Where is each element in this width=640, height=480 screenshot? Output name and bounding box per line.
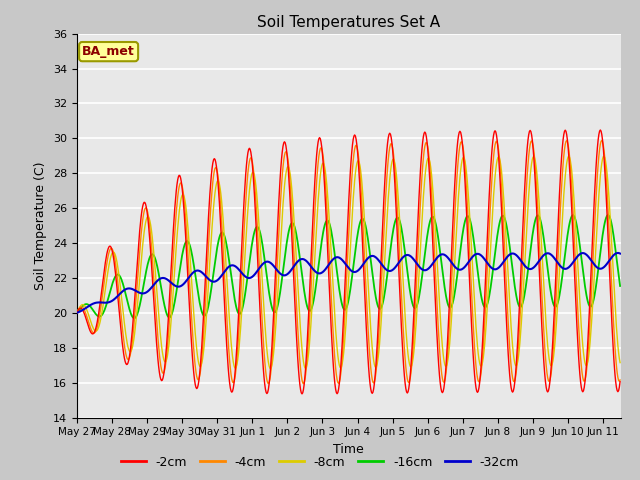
X-axis label: Time: Time — [333, 443, 364, 456]
Text: BA_met: BA_met — [82, 45, 135, 58]
Title: Soil Temperatures Set A: Soil Temperatures Set A — [257, 15, 440, 30]
Legend: -2cm, -4cm, -8cm, -16cm, -32cm: -2cm, -4cm, -8cm, -16cm, -32cm — [116, 451, 524, 474]
Y-axis label: Soil Temperature (C): Soil Temperature (C) — [35, 161, 47, 290]
